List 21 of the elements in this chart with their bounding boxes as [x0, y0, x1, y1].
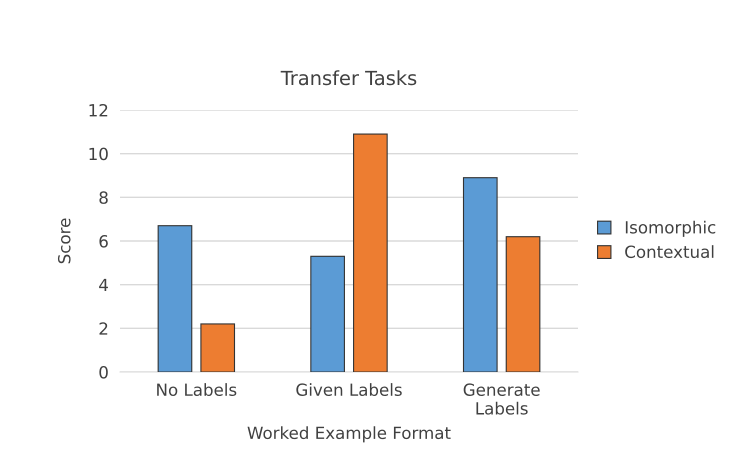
- y-axis-title: Score: [58, 218, 71, 264]
- y-tick-label: 12: [90, 104, 108, 116]
- x-axis-title: Worked Example Format: [248, 426, 451, 442]
- x-tick-label: No Labels: [157, 383, 236, 396]
- bar: [462, 177, 498, 372]
- bar: [158, 225, 192, 372]
- legend-label: Contextual: [625, 245, 714, 258]
- bar: [506, 236, 540, 372]
- bar: [310, 256, 345, 372]
- chart-title: Transfer Tasks: [280, 70, 416, 86]
- y-tick-label: 0: [99, 366, 108, 379]
- y-tick-label: 10: [90, 148, 108, 160]
- bar: [200, 323, 236, 372]
- y-tick-label: 2: [100, 322, 108, 335]
- legend-label: Isomorphic: [626, 220, 716, 237]
- bar: [353, 133, 388, 372]
- x-tick-label: Given Labels: [296, 383, 402, 396]
- y-tick-label: 6: [99, 234, 108, 248]
- y-tick-label: 8: [99, 191, 108, 204]
- y-tick-label: 4: [99, 278, 108, 291]
- x-tick-label: Generate Labels: [464, 383, 540, 415]
